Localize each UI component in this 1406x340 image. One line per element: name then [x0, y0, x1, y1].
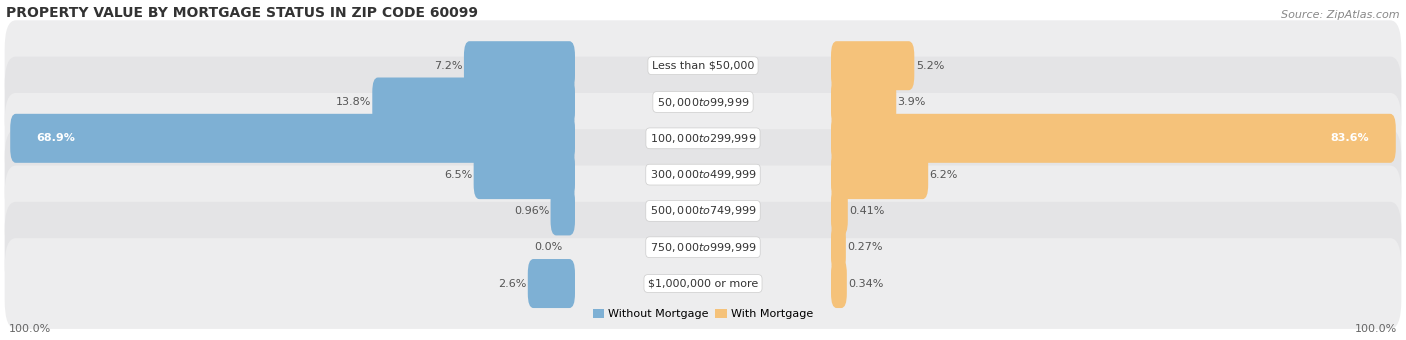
Text: 0.34%: 0.34%	[848, 278, 883, 289]
FancyBboxPatch shape	[831, 78, 896, 126]
FancyBboxPatch shape	[4, 129, 1402, 220]
FancyBboxPatch shape	[4, 20, 1402, 111]
FancyBboxPatch shape	[527, 259, 575, 308]
Text: 6.2%: 6.2%	[929, 170, 957, 180]
FancyBboxPatch shape	[4, 238, 1402, 329]
Text: 5.2%: 5.2%	[915, 61, 943, 71]
FancyBboxPatch shape	[831, 186, 848, 235]
Text: $100,000 to $299,999: $100,000 to $299,999	[650, 132, 756, 145]
Text: $500,000 to $749,999: $500,000 to $749,999	[650, 204, 756, 217]
Text: 0.96%: 0.96%	[513, 206, 550, 216]
FancyBboxPatch shape	[373, 78, 575, 126]
Text: 3.9%: 3.9%	[897, 97, 927, 107]
Text: 13.8%: 13.8%	[336, 97, 371, 107]
FancyBboxPatch shape	[4, 93, 1402, 184]
Text: 83.6%: 83.6%	[1331, 133, 1369, 143]
FancyBboxPatch shape	[831, 114, 1396, 163]
Legend: Without Mortgage, With Mortgage: Without Mortgage, With Mortgage	[588, 304, 818, 324]
Text: 100.0%: 100.0%	[8, 324, 51, 334]
Text: $750,000 to $999,999: $750,000 to $999,999	[650, 241, 756, 254]
FancyBboxPatch shape	[4, 202, 1402, 293]
Text: $50,000 to $99,999: $50,000 to $99,999	[657, 96, 749, 108]
FancyBboxPatch shape	[831, 223, 846, 272]
FancyBboxPatch shape	[10, 114, 575, 163]
Text: 6.5%: 6.5%	[444, 170, 472, 180]
Text: 2.6%: 2.6%	[498, 278, 526, 289]
Text: 68.9%: 68.9%	[37, 133, 76, 143]
FancyBboxPatch shape	[4, 166, 1402, 256]
Text: 7.2%: 7.2%	[434, 61, 463, 71]
FancyBboxPatch shape	[4, 57, 1402, 147]
Text: 0.41%: 0.41%	[849, 206, 884, 216]
Text: Less than $50,000: Less than $50,000	[652, 61, 754, 71]
Text: PROPERTY VALUE BY MORTGAGE STATUS IN ZIP CODE 60099: PROPERTY VALUE BY MORTGAGE STATUS IN ZIP…	[6, 6, 478, 20]
FancyBboxPatch shape	[464, 41, 575, 90]
Text: 0.27%: 0.27%	[848, 242, 883, 252]
Text: $300,000 to $499,999: $300,000 to $499,999	[650, 168, 756, 181]
FancyBboxPatch shape	[831, 41, 914, 90]
FancyBboxPatch shape	[551, 186, 575, 235]
FancyBboxPatch shape	[474, 150, 575, 199]
Text: Source: ZipAtlas.com: Source: ZipAtlas.com	[1281, 10, 1400, 20]
FancyBboxPatch shape	[831, 150, 928, 199]
FancyBboxPatch shape	[831, 259, 846, 308]
Text: 100.0%: 100.0%	[1355, 324, 1398, 334]
Text: 0.0%: 0.0%	[534, 242, 562, 252]
Text: $1,000,000 or more: $1,000,000 or more	[648, 278, 758, 289]
